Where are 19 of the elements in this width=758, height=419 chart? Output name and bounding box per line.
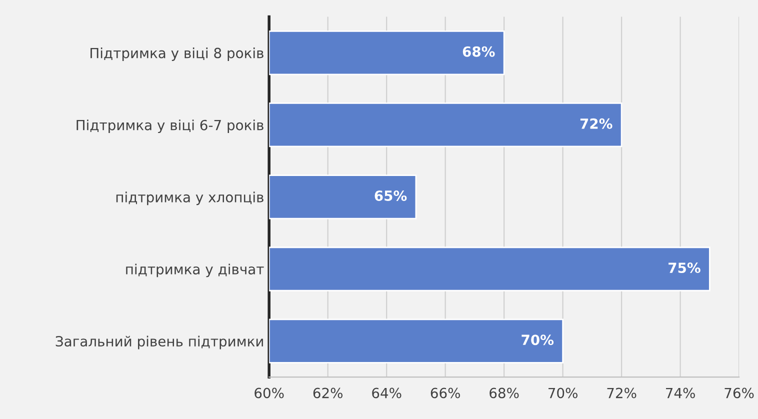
data-label: 75%	[668, 262, 700, 274]
y-tick-label: підтримка у дівчат	[126, 264, 264, 278]
x-tick-label: 60%	[254, 388, 284, 398]
x-tick-label: 64%	[372, 388, 402, 398]
x-tick-label: 62%	[313, 388, 343, 398]
y-tick-label: Загальний рівень підтримки	[56, 336, 263, 350]
data-label: 65%	[374, 190, 407, 201]
y-tick-label: Підтримка у віці 6-7 років	[76, 120, 264, 134]
x-tick-label: 72%	[607, 388, 636, 398]
y-tick-label: підтримка у хлопців	[116, 192, 264, 206]
data-label: 68%	[462, 46, 495, 57]
x-tick-label: 74%	[666, 388, 695, 398]
x-tick-label: 76%	[724, 388, 754, 398]
x-tick-label: 66%	[430, 388, 460, 398]
data-label: 72%	[580, 118, 612, 129]
x-tick-label: 70%	[548, 388, 578, 398]
data-label: 70%	[522, 334, 554, 346]
x-tick-label: 68%	[490, 388, 519, 398]
y-tick-label: Підтримка у віці 8 років	[90, 48, 264, 61]
